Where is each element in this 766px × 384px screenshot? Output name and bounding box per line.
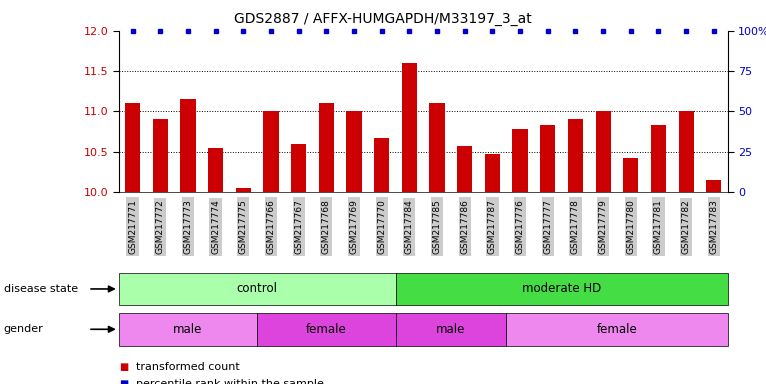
Text: GSM217786: GSM217786 <box>460 199 470 254</box>
Text: GSM217772: GSM217772 <box>155 199 165 254</box>
Bar <box>595 111 611 192</box>
Bar <box>319 103 334 192</box>
Bar <box>401 63 417 192</box>
Bar <box>180 99 195 192</box>
Text: GSM217774: GSM217774 <box>211 199 220 254</box>
Text: GSM217787: GSM217787 <box>488 199 497 254</box>
Bar <box>291 144 306 192</box>
Text: moderate HD: moderate HD <box>522 283 601 295</box>
Bar <box>485 154 500 192</box>
Bar <box>706 180 722 192</box>
Text: ■: ■ <box>119 362 128 372</box>
Text: GSM217767: GSM217767 <box>294 199 303 254</box>
Text: ■: ■ <box>119 379 128 384</box>
Text: male: male <box>173 323 203 336</box>
Bar <box>679 111 694 192</box>
Text: GSM217783: GSM217783 <box>709 199 719 254</box>
Text: GSM217766: GSM217766 <box>267 199 276 254</box>
Text: GSM217771: GSM217771 <box>128 199 137 254</box>
Text: GSM217773: GSM217773 <box>183 199 192 254</box>
Bar <box>430 103 445 192</box>
Text: GSM217778: GSM217778 <box>571 199 580 254</box>
Bar <box>457 146 473 192</box>
Bar <box>208 147 223 192</box>
Bar <box>512 129 528 192</box>
Bar <box>152 119 168 192</box>
Text: GSM217775: GSM217775 <box>239 199 247 254</box>
Text: GSM217782: GSM217782 <box>682 199 691 254</box>
Text: gender: gender <box>4 324 44 334</box>
Text: GDS2887 / AFFX-HUMGAPDH/M33197_3_at: GDS2887 / AFFX-HUMGAPDH/M33197_3_at <box>234 12 532 25</box>
Text: GSM217785: GSM217785 <box>433 199 441 254</box>
Bar <box>568 119 583 192</box>
Text: GSM217780: GSM217780 <box>627 199 635 254</box>
Text: percentile rank within the sample: percentile rank within the sample <box>136 379 323 384</box>
Text: GSM217769: GSM217769 <box>349 199 358 254</box>
Text: GSM217779: GSM217779 <box>599 199 607 254</box>
Text: transformed count: transformed count <box>136 362 239 372</box>
Text: male: male <box>436 323 466 336</box>
Bar <box>264 111 279 192</box>
Text: female: female <box>597 323 637 336</box>
Bar <box>125 103 140 192</box>
Text: GSM217784: GSM217784 <box>405 199 414 254</box>
Bar <box>540 125 555 192</box>
Text: GSM217777: GSM217777 <box>543 199 552 254</box>
Text: control: control <box>237 283 277 295</box>
Text: GSM217768: GSM217768 <box>322 199 331 254</box>
Text: GSM217776: GSM217776 <box>516 199 525 254</box>
Text: GSM217770: GSM217770 <box>377 199 386 254</box>
Bar <box>236 188 251 192</box>
Text: disease state: disease state <box>4 284 78 294</box>
Text: GSM217781: GSM217781 <box>654 199 663 254</box>
Bar <box>374 138 389 192</box>
Text: female: female <box>306 323 347 336</box>
Bar <box>651 125 666 192</box>
Bar <box>624 158 638 192</box>
Bar <box>346 111 362 192</box>
